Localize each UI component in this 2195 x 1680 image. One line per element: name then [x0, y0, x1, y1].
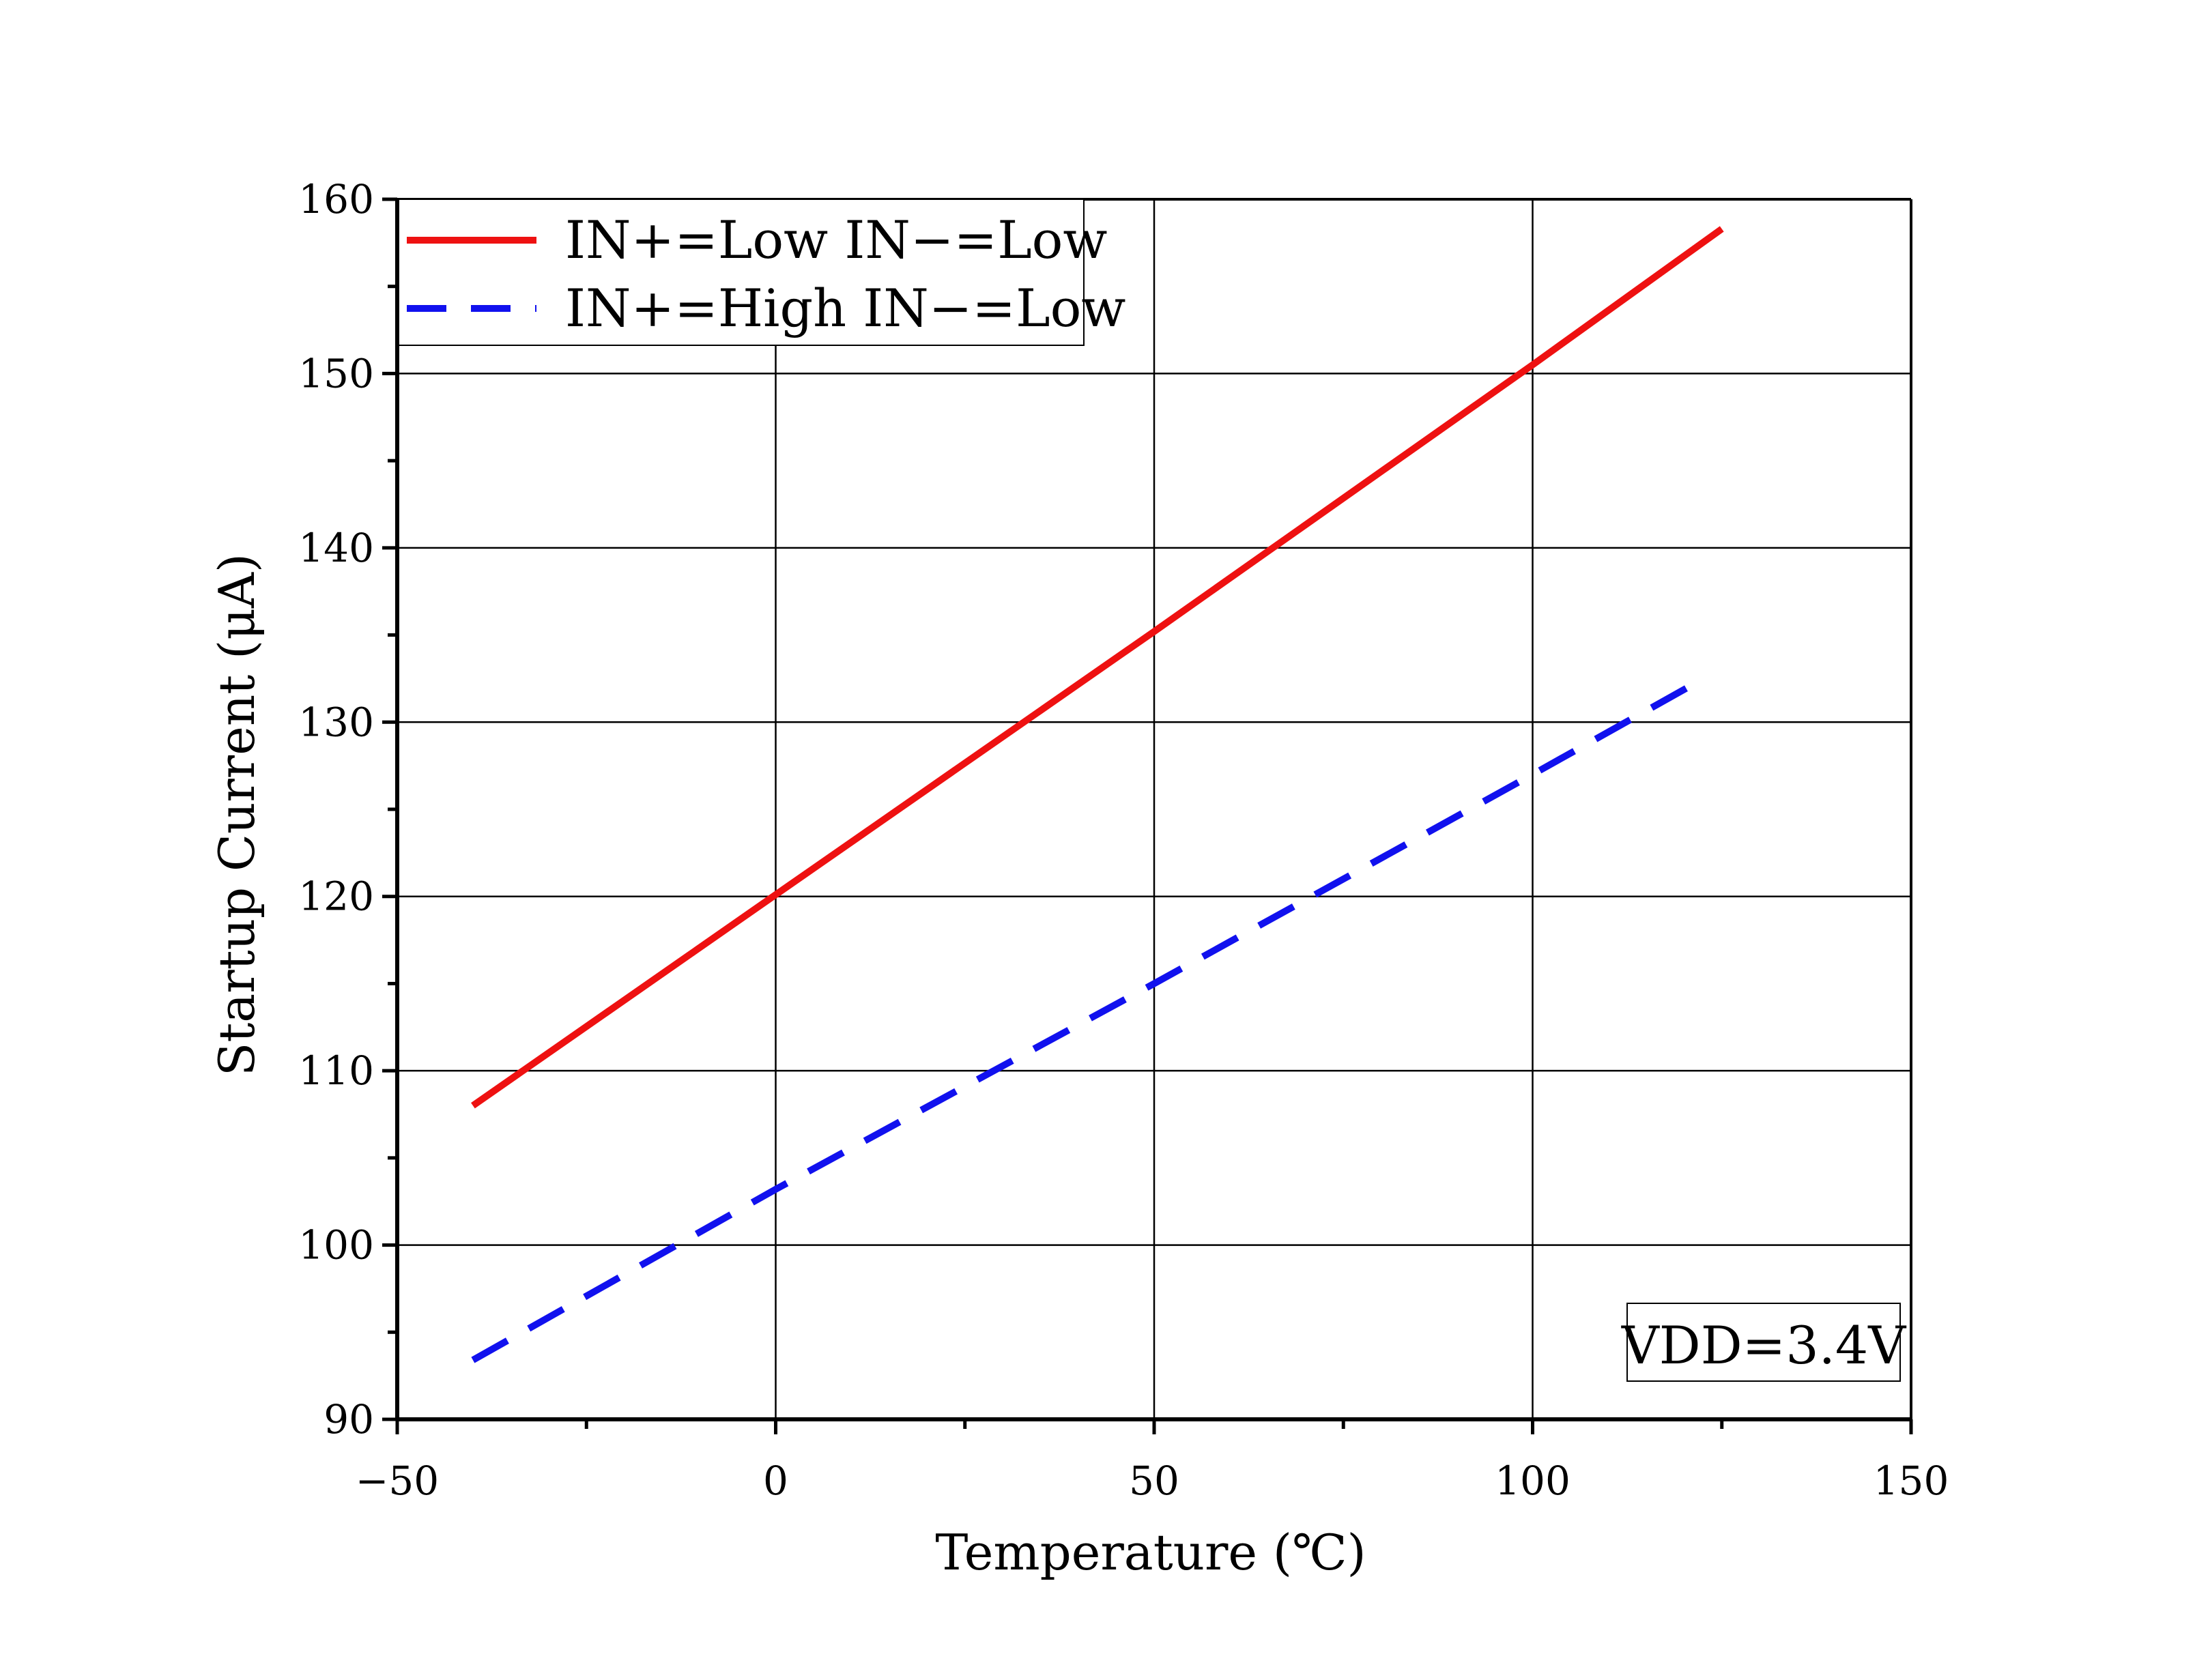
x-axis-title: Temperature (℃) — [935, 1524, 1366, 1581]
series-line-high-low — [471, 674, 1709, 1363]
y-tick-label: 150 — [298, 350, 374, 396]
legend: IN+=Low IN−=Low IN+=High IN−=Low — [398, 199, 1125, 346]
y-tick-label: 140 — [298, 525, 374, 571]
x-tick-label: −50 — [356, 1458, 439, 1504]
grid-layer — [397, 199, 1911, 1419]
ticks-layer: −50 0 50 100 150 90 100 110 120 130 140 150 160 — [298, 176, 1949, 1504]
y-tick-label: 130 — [298, 699, 374, 745]
x-tick-label: 0 — [763, 1458, 788, 1504]
series-line-low-low — [471, 226, 1724, 1109]
y-tick-label: 110 — [298, 1047, 374, 1094]
y-tick-label: 120 — [298, 873, 374, 920]
y-tick-label: 90 — [324, 1396, 374, 1443]
y-tick-label: 160 — [298, 176, 374, 222]
x-tick-label: 50 — [1129, 1458, 1179, 1504]
legend-box — [398, 199, 1085, 346]
x-tick-label: 150 — [1874, 1458, 1949, 1504]
x-tick-label: 100 — [1495, 1458, 1570, 1504]
vdd-annotation-box — [1626, 1303, 1901, 1382]
legend-label-low-low: IN+=Low IN−=Low — [565, 209, 1107, 270]
y-tick-label: 100 — [298, 1222, 374, 1269]
series-layer — [471, 226, 1724, 1363]
vdd-annotation-text: VDD=3.4V — [1621, 1315, 1906, 1376]
y-axis-title: Startup Current (μA) — [208, 553, 266, 1076]
vdd-annotation: VDD=3.4V — [1621, 1303, 1906, 1382]
legend-label-high-low: IN+=High IN−=Low — [565, 278, 1125, 338]
